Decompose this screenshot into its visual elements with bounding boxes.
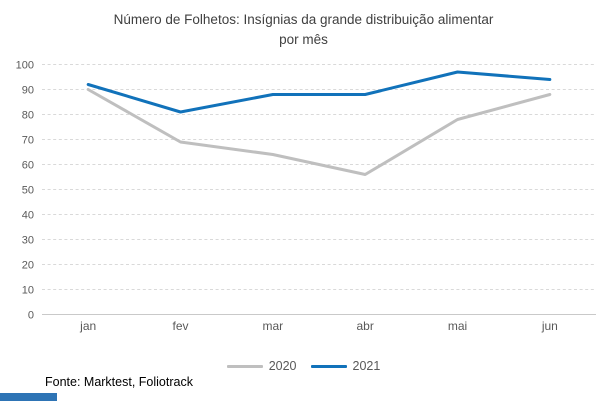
chart-title-line1: Número de Folhetos: Insígnias da grande … (113, 12, 494, 27)
legend-label-2020: 2020 (268, 359, 297, 373)
legend-item-2020: 2020 (226, 359, 297, 373)
y-tick-label: 90 (22, 85, 34, 97)
y-tick-label: 100 (16, 60, 34, 72)
legend-label-2021: 2021 (352, 359, 381, 373)
legend-swatch-2021 (310, 364, 347, 368)
y-tick-label: 60 (22, 160, 34, 172)
y-tick-label: 70 (22, 135, 34, 147)
source-note: Fonte: Marktest, Foliotrack (45, 375, 193, 389)
y-tick-label: 10 (22, 285, 34, 297)
series-line-2021 (86, 70, 552, 114)
legend-swatch-2020 (226, 364, 263, 368)
line-chart: 0 10 20 30 40 50 60 70 80 90 100 jan fev mar abr mai jun (16, 60, 596, 333)
chart-title: Número de Folhetos: Insígnias da grande … (0, 10, 607, 50)
y-tick-label: 40 (22, 210, 34, 222)
chart-title-line2: por mês (279, 32, 328, 47)
series-line-2020 (86, 88, 552, 176)
x-tick-label: fev (172, 319, 188, 333)
x-tick-label: jun (541, 319, 558, 333)
y-tick-label: 50 (22, 185, 34, 197)
x-tick-label: mai (448, 319, 467, 333)
y-tick-label: 30 (22, 235, 34, 247)
chart-legend: 2020 2021 (0, 359, 607, 373)
x-tick-label: jan (79, 319, 96, 333)
y-tick-label: 80 (22, 110, 34, 122)
y-tick-label: 0 (28, 310, 34, 322)
legend-item-2021: 2021 (310, 359, 381, 373)
y-tick-label: 20 (22, 260, 34, 272)
x-tick-label: mar (262, 319, 283, 333)
bottom-left-accent-bar (0, 393, 57, 401)
x-tick-label: abr (356, 319, 373, 333)
